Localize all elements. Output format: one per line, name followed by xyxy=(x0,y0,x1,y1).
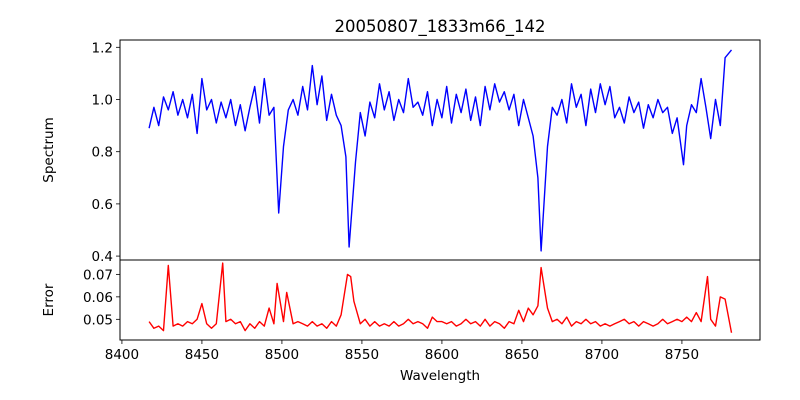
spectrum-axes: 0.4 0.6 0.8 1.0 1.2 xyxy=(92,39,761,265)
spectrum-ytick-label: 0.8 xyxy=(92,145,113,161)
chart-title: 20050807_1833m66_142 xyxy=(334,17,545,37)
spectrum-ytick-label: 1.2 xyxy=(92,40,113,56)
spectrum-ytick-label: 0.4 xyxy=(92,249,113,265)
xtick-label: 8550 xyxy=(345,347,379,363)
spectrum-ytick-label: 1.0 xyxy=(92,93,113,109)
error-ytick-label: 0.05 xyxy=(83,312,113,328)
x-axis-label: Wavelength xyxy=(400,368,480,384)
xtick-label: 8700 xyxy=(585,347,619,363)
error-axes: 0.05 0.06 0.07 8400 8450 8500 8550 8600 8650 8700… xyxy=(83,259,761,363)
xtick-label: 8750 xyxy=(665,347,699,363)
error-ylabel: Error xyxy=(41,283,57,316)
xtick-label: 8400 xyxy=(105,347,139,363)
error-ytick-label: 0.06 xyxy=(83,290,113,306)
spectrum-axes-frame xyxy=(119,39,761,261)
xtick-label: 8600 xyxy=(425,347,459,363)
spectrum-ytick-label: 0.6 xyxy=(92,197,113,213)
error-series-line xyxy=(148,262,733,333)
xtick-label: 8650 xyxy=(505,347,539,363)
xtick-label: 8500 xyxy=(265,347,299,363)
xtick-label: 8450 xyxy=(185,347,219,363)
error-ytick-label: 0.07 xyxy=(83,267,113,283)
error-axes-frame xyxy=(119,259,761,341)
spectrum-series-line xyxy=(148,49,733,252)
spectrum-ylabel: Spectrum xyxy=(41,117,57,182)
